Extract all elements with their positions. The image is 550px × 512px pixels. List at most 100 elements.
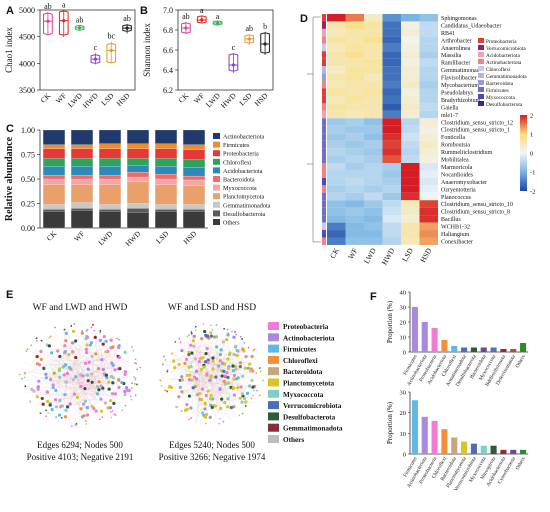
network-node: [95, 392, 100, 396]
network-edge: [64, 365, 81, 424]
heatmap-cell: [345, 43, 364, 52]
stacked-bar-segment: [98, 143, 122, 149]
network-node: [235, 353, 239, 358]
network-sign-stats: Positive 3266; Negative 1974: [159, 452, 266, 462]
heatmap-cell: [327, 215, 346, 223]
network-node: [62, 373, 66, 377]
network-node: [118, 338, 120, 341]
network-node: [262, 379, 265, 382]
network-edge: [93, 355, 96, 400]
network-node: [223, 362, 227, 366]
y-tick-label: 6.8: [163, 26, 173, 35]
network-node: [162, 355, 165, 358]
network-edge: [86, 378, 96, 400]
network-node: [213, 404, 218, 408]
proportion-bar: [470, 443, 477, 454]
network-edge: [219, 362, 224, 367]
network-node: [185, 373, 190, 377]
row-label: RB41: [441, 31, 455, 37]
network-node: [209, 331, 213, 335]
stacked-bar-segment: [182, 129, 206, 145]
network-edge: [183, 342, 202, 379]
network-node: [109, 399, 113, 403]
column-label: CK: [328, 246, 341, 260]
network-node: [206, 389, 210, 393]
heatmap-cell: [327, 148, 346, 156]
network-edge: [192, 377, 200, 391]
heatmap-cell: [345, 51, 364, 59]
box-body: [58, 10, 69, 36]
significance-letter: b: [263, 22, 267, 31]
network-edge: [40, 344, 65, 356]
network-node: [40, 339, 43, 342]
stacked-bar-segment: [154, 211, 178, 229]
heatmap-cell: [382, 81, 401, 89]
network-node: [225, 371, 229, 375]
network-node: [217, 364, 221, 368]
network-node: [132, 349, 135, 352]
network-node: [234, 331, 236, 333]
heatmap-cell: [401, 14, 420, 22]
stacked-bar-segment: [70, 174, 94, 180]
network-edge: [90, 351, 110, 380]
network-edge: [80, 374, 109, 380]
heatmap-cell: [364, 163, 383, 171]
network-edge: [230, 358, 253, 384]
stacked-bar-segment: [182, 175, 206, 181]
network-node: [209, 334, 213, 338]
heatmap-cell: [345, 125, 364, 134]
stacked-bar-segment: [70, 202, 94, 209]
row-label: Fonticella: [441, 135, 465, 141]
network-edge: [197, 362, 200, 383]
x-tick-label: HSD: [181, 229, 198, 246]
heatmap-cell: [419, 28, 438, 37]
network-node: [209, 374, 213, 378]
network-node: [81, 329, 84, 332]
row-label: Conexibacter: [441, 239, 473, 245]
network-node: [209, 324, 212, 327]
network-node: [131, 382, 133, 385]
heatmap-cell: [345, 192, 364, 201]
network-edge: [70, 339, 99, 402]
network-node: [39, 412, 42, 415]
heatmap-cell: [382, 73, 401, 82]
network-node: [83, 387, 87, 391]
network-node: [37, 363, 42, 367]
network-legend-label: Desulfobacterota: [283, 413, 336, 421]
proportion-bar: [461, 347, 468, 352]
network-edge: [167, 359, 213, 397]
network-edge: [195, 368, 231, 421]
stacked-bar-segment: [42, 184, 66, 205]
color-scale-tick: 2: [530, 113, 533, 120]
network-edge: [49, 362, 52, 409]
network-node: [219, 348, 223, 352]
box-body: [74, 25, 85, 31]
network-edge: [50, 395, 54, 419]
network-edge: [235, 370, 263, 375]
network-node: [231, 369, 236, 373]
network-edge: [80, 366, 114, 397]
box-point: [46, 19, 50, 23]
network-node: [54, 388, 58, 393]
column-label: HSD: [418, 246, 434, 264]
row-label: Nocardioides: [441, 172, 474, 178]
row-group-marker: [322, 200, 326, 208]
heatmap-cell: [364, 21, 383, 29]
network-edge: [166, 389, 205, 391]
proportion-bar: [411, 307, 418, 352]
network-edge: [179, 360, 227, 386]
stacked-bar-segment: [42, 166, 66, 176]
network-node: [252, 349, 255, 352]
network-node: [98, 338, 103, 342]
heatmap-cell: [419, 118, 438, 126]
heatmap-cell: [364, 177, 383, 186]
network-edge: [91, 347, 109, 354]
x-tick-label: HSD: [253, 91, 270, 108]
network-node: [205, 372, 209, 376]
network-node: [173, 366, 177, 370]
network-edge: [30, 374, 102, 399]
heatmap-cell: [364, 185, 383, 193]
heatmap-cell: [382, 21, 401, 29]
network-title: WF and LSD and HSD: [168, 303, 256, 313]
network-node: [85, 330, 88, 332]
